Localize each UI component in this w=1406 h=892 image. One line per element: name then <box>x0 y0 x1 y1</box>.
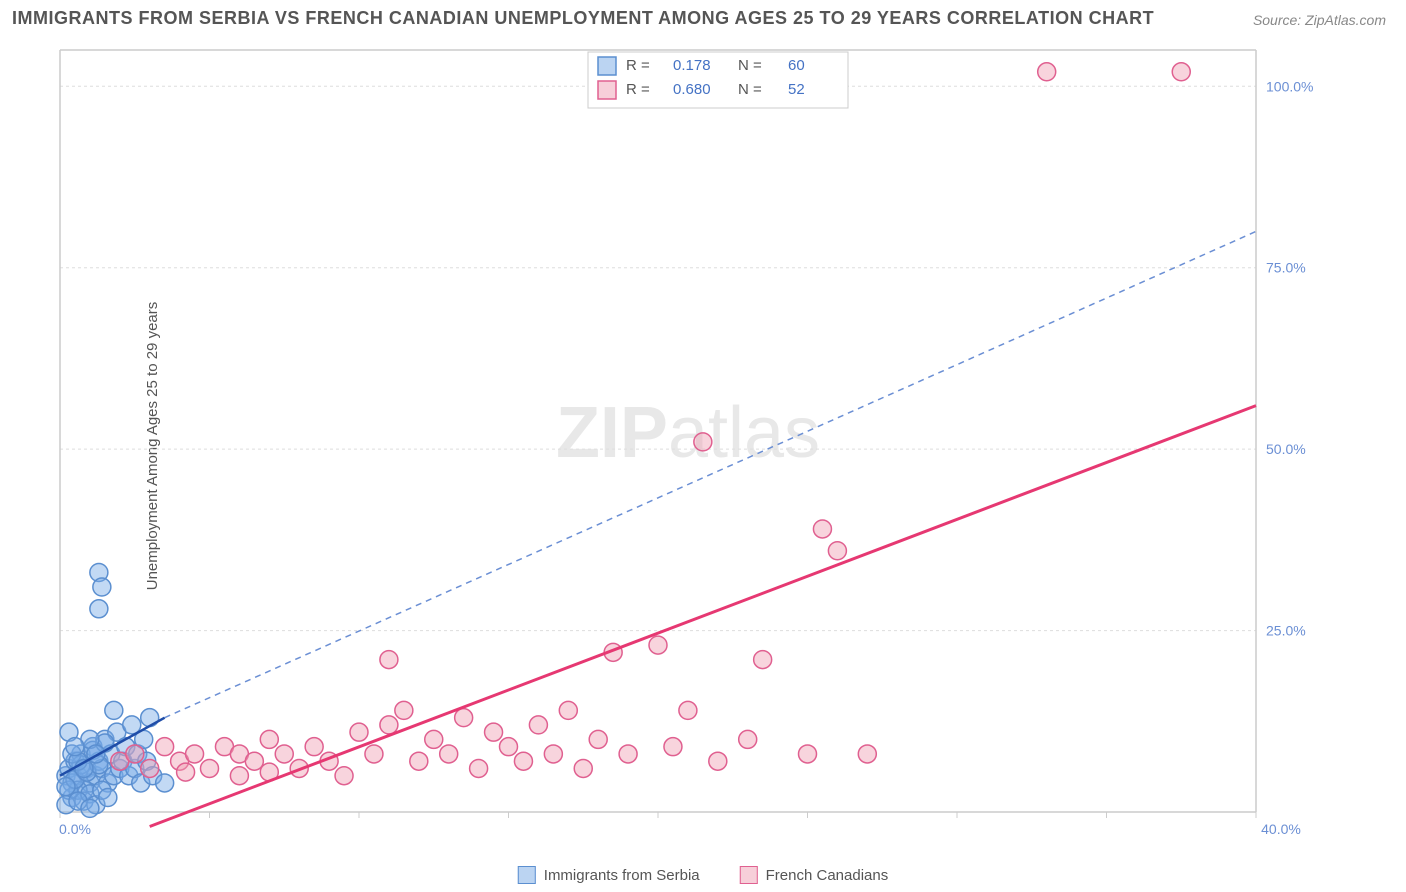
chart-title: IMMIGRANTS FROM SERBIA VS FRENCH CANADIA… <box>12 8 1154 29</box>
svg-text:0.178: 0.178 <box>673 57 711 74</box>
svg-text:40.0%: 40.0% <box>1261 821 1301 837</box>
chart-plot-area: ZIPatlas 25.0% 50.0% 75.0% 100.0% 0.0% 40.0% R … <box>50 40 1326 842</box>
svg-text:R =: R = <box>626 57 650 74</box>
svg-text:60: 60 <box>788 57 805 74</box>
source-value: ZipAtlas.com <box>1305 12 1386 28</box>
source-attribution: Source: ZipAtlas.com <box>1253 12 1386 28</box>
legend-item-serbia: Immigrants from Serbia <box>518 866 700 884</box>
legend-label-serbia: Immigrants from Serbia <box>544 867 700 884</box>
chart-svg: ZIPatlas 25.0% 50.0% 75.0% 100.0% 0.0% 40.0% R … <box>50 40 1326 842</box>
svg-text:52: 52 <box>788 81 805 98</box>
svg-text:ZIPatlas: ZIPatlas <box>556 393 820 473</box>
svg-text:25.0%: 25.0% <box>1266 623 1306 639</box>
svg-text:0.680: 0.680 <box>673 81 711 98</box>
svg-text:50.0%: 50.0% <box>1266 441 1306 457</box>
svg-text:N =: N = <box>738 57 762 74</box>
legend-swatch-blue <box>518 866 536 884</box>
svg-text:100.0%: 100.0% <box>1266 78 1313 94</box>
source-label: Source: <box>1253 12 1301 28</box>
legend-label-french-canadian: French Canadians <box>766 867 889 884</box>
svg-text:N =: N = <box>738 81 762 98</box>
svg-text:0.0%: 0.0% <box>59 821 91 837</box>
svg-text:R =: R = <box>626 81 650 98</box>
legend-swatch-pink <box>740 866 758 884</box>
svg-text:75.0%: 75.0% <box>1266 260 1306 276</box>
legend-item-french-canadian: French Canadians <box>740 866 889 884</box>
bottom-legend: Immigrants from Serbia French Canadians <box>518 866 888 884</box>
